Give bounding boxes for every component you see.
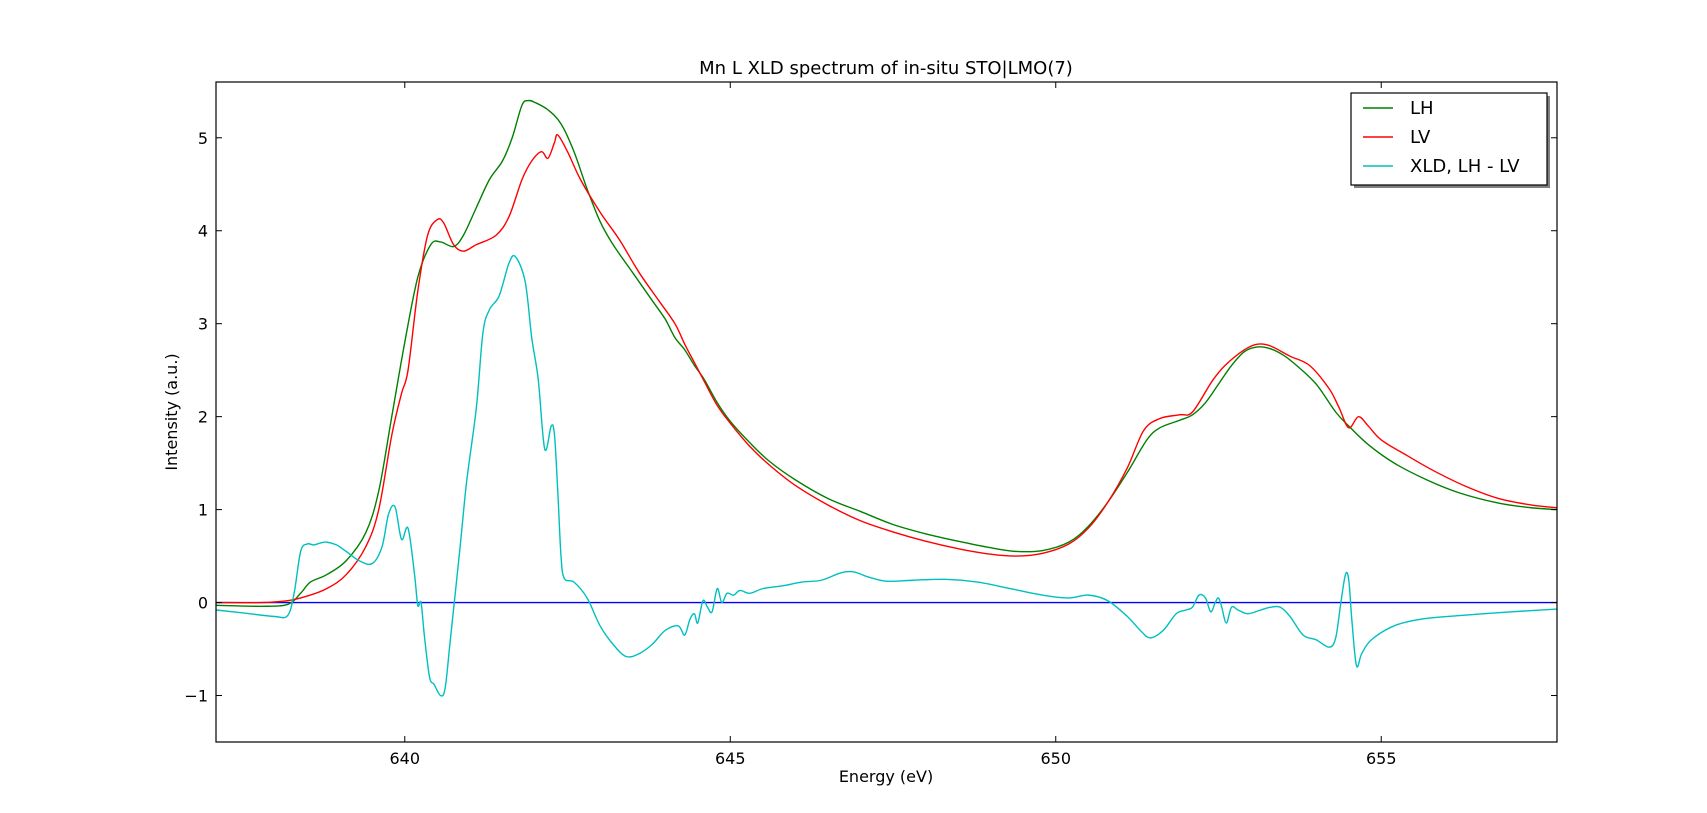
legend-item-lv: LV bbox=[1363, 127, 1431, 148]
x-tick-label: 655 bbox=[1366, 749, 1397, 768]
y-axis-label: Intensity (a.u.) bbox=[162, 353, 181, 470]
series-xld-line bbox=[216, 254, 1557, 697]
legend-label: XLD, LH - LV bbox=[1410, 156, 1520, 177]
y-tick-label: 1 bbox=[198, 501, 208, 520]
series-lv-line bbox=[216, 134, 1557, 604]
y-tick-label: 2 bbox=[198, 408, 208, 427]
y-tick-label: 4 bbox=[198, 222, 208, 241]
x-axis-label: Energy (eV) bbox=[839, 767, 933, 786]
series-lh-line bbox=[216, 99, 1557, 607]
legend-label: LH bbox=[1410, 98, 1434, 119]
y-tick-label: −1 bbox=[184, 687, 208, 706]
plot-frame bbox=[215, 81, 1558, 743]
legend-item-lh: LH bbox=[1363, 98, 1434, 119]
y-tick-label: 0 bbox=[198, 594, 208, 613]
y-tick-label: 3 bbox=[198, 315, 208, 334]
legend: LH LV XLD, LH - LV bbox=[1350, 92, 1550, 188]
x-tick-label: 640 bbox=[390, 749, 421, 768]
ticks-layer: 640 645 650 655 −1 0 1 2 3 4 5 bbox=[184, 82, 1557, 768]
legend-item-xld: XLD, LH - LV bbox=[1363, 156, 1520, 177]
y-tick-label: 5 bbox=[198, 129, 208, 148]
x-tick-label: 650 bbox=[1040, 749, 1071, 768]
chart-title: Mn L XLD spectrum of in-situ STO|LMO(7) bbox=[699, 58, 1073, 79]
legend-label: LV bbox=[1410, 127, 1431, 148]
x-tick-label: 645 bbox=[715, 749, 746, 768]
series-layer bbox=[216, 99, 1557, 697]
